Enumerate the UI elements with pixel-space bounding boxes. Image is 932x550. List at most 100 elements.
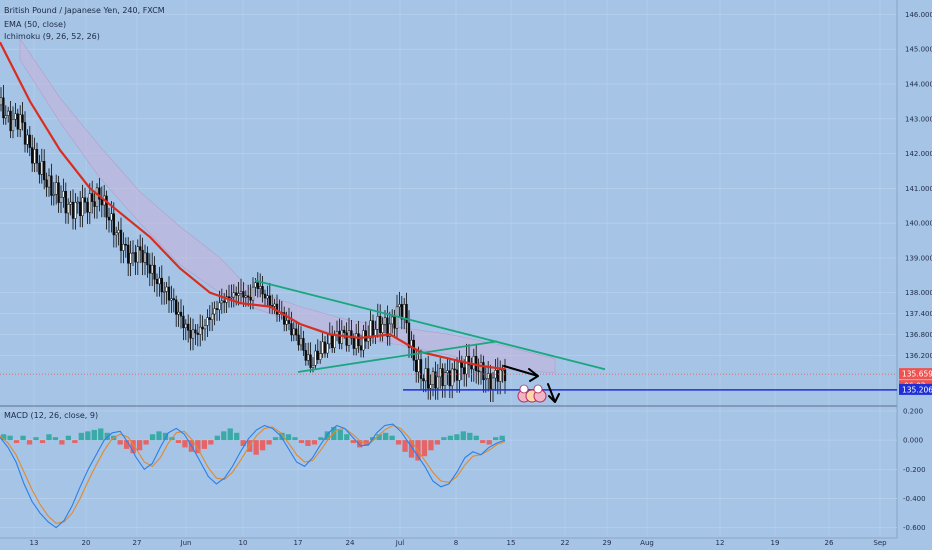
candle: [131, 240, 135, 267]
candle-body: [436, 376, 439, 389]
price-axis[interactable]: 146.000 145.000 144.000 143.000 142.000 141.0…: [30, 11, 932, 547]
candle-body: [419, 359, 423, 379]
candle-body: [386, 317, 389, 337]
macd-tick-label: -0.400: [903, 495, 926, 503]
candle: [405, 292, 408, 334]
legend-ichimoku[interactable]: Ichimoku (9, 26, 52, 26): [4, 32, 100, 41]
price-tick-label: 142.000: [905, 150, 932, 158]
macd-histogram-bar: [344, 434, 350, 441]
candle-body: [59, 196, 63, 203]
candle: [453, 360, 456, 383]
candle: [23, 111, 27, 153]
candle: [295, 320, 298, 342]
candle: [31, 134, 34, 172]
candle-body: [400, 304, 403, 320]
candle: [64, 182, 67, 224]
candle: [391, 309, 394, 334]
candle: [11, 106, 15, 139]
macd-histogram-bar: [175, 440, 182, 444]
legend-ema[interactable]: EMA (50, close): [4, 20, 67, 29]
candle-body: [307, 354, 310, 361]
candle: [59, 185, 63, 214]
candle: [139, 234, 142, 264]
macd-histogram-bar: [65, 435, 72, 441]
arrow-down-icon: [547, 383, 560, 403]
candle: [33, 137, 36, 173]
macd-histogram-bar: [143, 440, 149, 445]
trendline-lower[interactable]: [297, 340, 498, 373]
candle-body: [491, 377, 495, 390]
candle-body: [38, 162, 41, 175]
candle-body: [285, 320, 288, 325]
macd-panel: [0, 423, 506, 529]
trend-drawings[interactable]: [0, 279, 897, 391]
candle-body: [343, 329, 346, 334]
candle-body: [232, 292, 235, 298]
candle: [88, 183, 91, 225]
candle-body: [208, 317, 211, 320]
candle-body: [35, 149, 39, 164]
candle-body: [223, 300, 226, 303]
candle: [309, 342, 312, 373]
candle-body: [215, 308, 219, 311]
candle-body: [124, 243, 127, 246]
candle-body: [460, 361, 463, 368]
legend-macd[interactable]: MACD (12, 26, close, 9): [4, 411, 99, 420]
time-tick-label: Jul: [395, 539, 405, 547]
candle: [319, 340, 322, 364]
last-price-tag: [899, 368, 932, 380]
candle: [165, 282, 168, 305]
time-tick-label: 15: [507, 539, 516, 547]
candle-body: [141, 249, 144, 263]
candle-body: [155, 279, 159, 285]
macd-histogram-bar: [324, 431, 330, 441]
macd-signal-line: [0, 424, 506, 524]
candle-body: [213, 308, 216, 315]
candle: [263, 289, 267, 307]
candle-body: [254, 282, 257, 288]
candle-body: [182, 315, 185, 329]
support-tag: [899, 383, 932, 395]
candle-body: [439, 368, 442, 378]
candle: [62, 178, 65, 208]
candle-body: [16, 113, 19, 130]
candle: [211, 302, 214, 331]
candle-body: [429, 384, 432, 389]
macd-histogram-bar: [259, 440, 266, 451]
candle-body: [76, 201, 79, 204]
candle: [381, 317, 384, 342]
price-tick-label: 144.000: [905, 81, 932, 89]
candle: [21, 102, 24, 131]
price-tick-label: 138.000: [905, 289, 932, 297]
candle: [2, 84, 5, 125]
candle: [47, 168, 51, 197]
candle-body: [88, 193, 91, 213]
candle: [355, 323, 358, 356]
macd-histogram-bar: [1, 434, 7, 441]
candle: [79, 191, 82, 228]
candle: [115, 226, 118, 248]
macd-histogram-bar: [311, 440, 318, 445]
candle-body: [412, 339, 415, 361]
time-tick-label: 17: [294, 539, 303, 547]
macd-histogram-bar: [493, 437, 499, 441]
candle: [362, 325, 365, 358]
candle: [314, 344, 317, 370]
candle-body: [338, 331, 341, 344]
macd-histogram-bar: [104, 432, 110, 441]
candle-body: [9, 110, 12, 132]
candle: [143, 244, 147, 276]
candle: [448, 359, 451, 399]
macd-histogram-bar: [201, 440, 207, 449]
macd-histogram-bar: [480, 440, 486, 444]
macd-histogram-bar: [298, 440, 305, 444]
time-tick-label: 19: [771, 539, 780, 547]
legend-symbol[interactable]: British Pound / Japanese Yen, 240, FXCM: [4, 6, 165, 15]
candle-body: [14, 113, 17, 120]
candle-body: [259, 286, 262, 289]
candle-body: [470, 364, 473, 370]
candle-body: [479, 362, 483, 373]
trendline-upper[interactable]: [254, 279, 606, 371]
macd-histogram-bar: [499, 435, 505, 441]
